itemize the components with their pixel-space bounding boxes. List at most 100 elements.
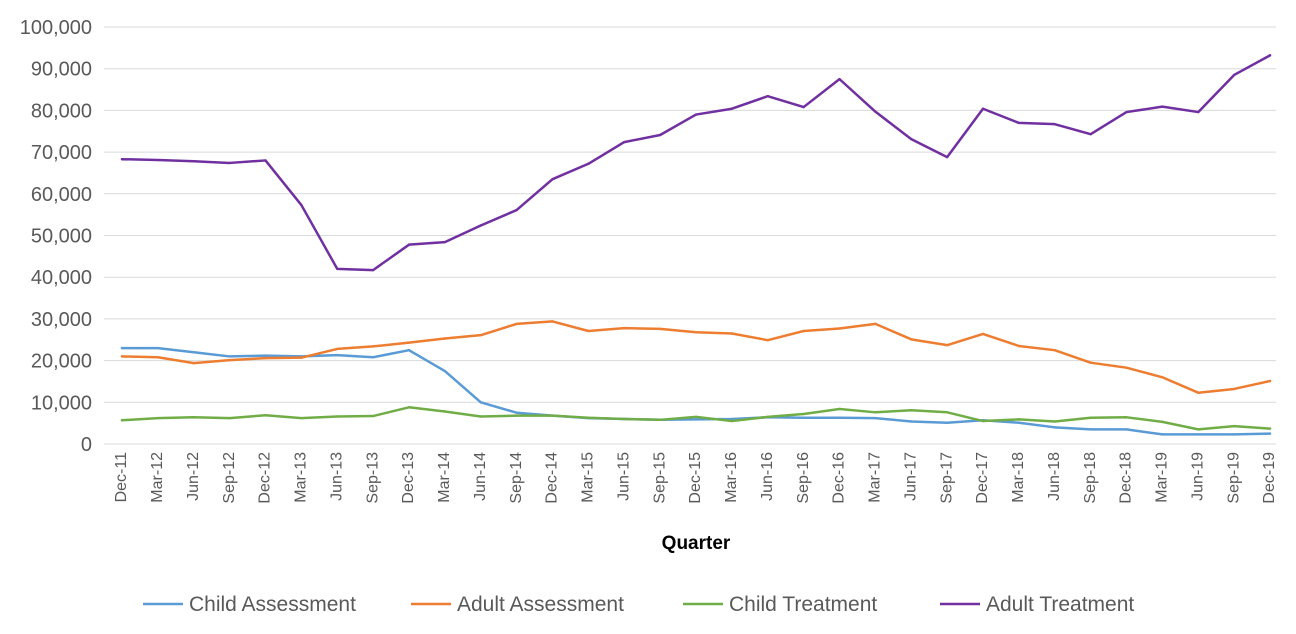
data-point: [1017, 344, 1021, 348]
data-point: [1197, 433, 1200, 436]
data-point: [407, 341, 411, 344]
data-point: [551, 178, 554, 181]
data-point: [1053, 420, 1056, 423]
legend-label: Child Assessment: [189, 593, 356, 616]
data-point: [1232, 387, 1236, 391]
x-tick-label: Dec-16: [831, 452, 848, 504]
data-point: [945, 343, 949, 347]
x-tick-label: Dec-11: [113, 452, 130, 502]
x-tick-label: Sep-19: [1225, 452, 1242, 504]
x-tick-label: Mar-18: [1010, 452, 1027, 503]
data-point: [1017, 418, 1021, 421]
x-tick-label: Mar-13: [293, 452, 310, 503]
y-tick-label: 50,000: [31, 226, 92, 248]
data-point: [443, 240, 447, 244]
x-tick-label: Sep-13: [364, 452, 381, 504]
data-point: [336, 415, 339, 418]
data-point: [1161, 376, 1164, 379]
data-point: [838, 407, 841, 411]
legend-item: Adult Assessment: [411, 593, 624, 616]
y-tick-label: 0: [81, 434, 92, 456]
data-point: [264, 356, 267, 360]
x-tick-label: Jun-12: [185, 452, 202, 501]
data-point: [228, 355, 231, 358]
data-point: [802, 329, 805, 333]
y-tick-label: 90,000: [31, 59, 92, 81]
data-point: [479, 415, 482, 418]
data-point: [910, 137, 913, 141]
x-tick-label: Jun-15: [615, 452, 632, 501]
data-point: [515, 414, 518, 417]
data-point: [120, 419, 124, 422]
data-point: [587, 162, 590, 165]
data-point: [1268, 432, 1272, 435]
data-point: [551, 414, 554, 417]
series-adult-assessment: [120, 320, 1272, 394]
y-axis-ticks: 0 10,000 20,000 30,000 40,000 50,000 60,000 70,…: [20, 17, 92, 456]
data-point: [156, 416, 160, 420]
data-point: [371, 268, 375, 272]
data-point: [336, 267, 339, 271]
y-tick-label: 60,000: [31, 184, 92, 206]
y-tick-label: 10,000: [31, 392, 92, 414]
data-point: [407, 348, 411, 352]
data-point: [264, 159, 267, 162]
data-point: [1161, 420, 1164, 424]
data-point: [766, 338, 769, 342]
data-point: [156, 158, 160, 162]
data-point: [766, 95, 769, 98]
data-point: [120, 346, 124, 350]
series-child-treatment: [120, 406, 1272, 431]
data-point: [802, 416, 805, 419]
data-point: [192, 416, 195, 419]
x-tick-label: Sep-16: [795, 452, 812, 504]
legend-item: Adult Treatment: [940, 593, 1134, 616]
x-tick-label: Dec-19: [1261, 452, 1278, 504]
data-point: [802, 105, 805, 109]
data-point: [1089, 132, 1092, 136]
data-point: [1089, 361, 1092, 364]
x-tick-label: Mar-17: [867, 452, 884, 503]
data-point: [694, 415, 698, 419]
y-tick-label: 80,000: [31, 100, 92, 122]
data-point: [515, 208, 518, 212]
legend: Child Assessment Adult Assessment Child Tr…: [143, 593, 1134, 616]
x-tick-label: Sep-14: [508, 452, 525, 504]
data-point: [1125, 416, 1128, 419]
data-point: [730, 107, 734, 110]
data-point: [1161, 433, 1164, 436]
legend-label: Adult Assessment: [457, 593, 624, 616]
data-point: [336, 347, 339, 351]
data-point: [802, 412, 805, 416]
data-point: [1232, 424, 1236, 428]
data-point: [192, 351, 195, 354]
x-tick-label: Sep-15: [651, 452, 668, 504]
data-point: [479, 401, 482, 404]
data-point: [1161, 105, 1164, 108]
data-point: [1125, 428, 1128, 431]
data-point: [910, 409, 913, 412]
data-point: [623, 326, 626, 330]
data-point: [658, 327, 662, 331]
data-point: [874, 322, 877, 326]
x-tick-label: Mar-16: [723, 452, 740, 503]
data-point: [587, 329, 590, 333]
data-point: [981, 332, 985, 336]
data-point: [443, 337, 447, 340]
gridlines: [104, 26, 1276, 403]
data-point: [336, 353, 339, 357]
y-tick-label: 100,000: [20, 17, 92, 39]
data-point: [515, 411, 518, 414]
data-point: [228, 358, 231, 362]
data-point: [156, 346, 160, 350]
data-point: [479, 224, 482, 227]
data-point: [694, 418, 698, 421]
x-tick-label: Jun-14: [472, 452, 489, 501]
data-point: [192, 160, 195, 163]
y-tick-label: 40,000: [31, 267, 92, 289]
x-tick-label: Jun-17: [902, 452, 919, 501]
data-point: [228, 161, 231, 165]
data-point: [407, 406, 411, 409]
data-point: [1053, 426, 1056, 429]
x-tick-label: Dec-15: [687, 452, 704, 504]
